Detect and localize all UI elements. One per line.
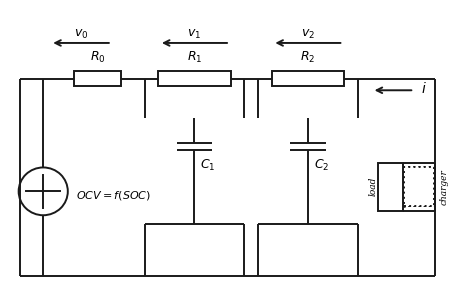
Text: $R_1$: $R_1$ — [187, 50, 202, 65]
Text: $v_1$: $v_1$ — [187, 28, 201, 41]
Text: $C_2$: $C_2$ — [314, 158, 329, 173]
Text: $i$: $i$ — [421, 81, 427, 96]
Text: charger: charger — [439, 169, 448, 205]
Text: $OCV = f(SOC)$: $OCV = f(SOC)$ — [76, 189, 151, 203]
Bar — [378, 163, 403, 211]
Text: $v_2$: $v_2$ — [301, 28, 315, 41]
Text: $C_1$: $C_1$ — [200, 158, 216, 173]
Bar — [74, 71, 121, 86]
Bar — [404, 167, 434, 206]
Bar — [158, 71, 231, 86]
Text: $v$: $v$ — [414, 194, 424, 208]
Text: $v_0$: $v_0$ — [74, 28, 88, 41]
Bar — [272, 71, 344, 86]
Text: load: load — [368, 177, 377, 197]
Text: $R_0$: $R_0$ — [90, 50, 105, 65]
Text: $R_2$: $R_2$ — [300, 50, 316, 65]
